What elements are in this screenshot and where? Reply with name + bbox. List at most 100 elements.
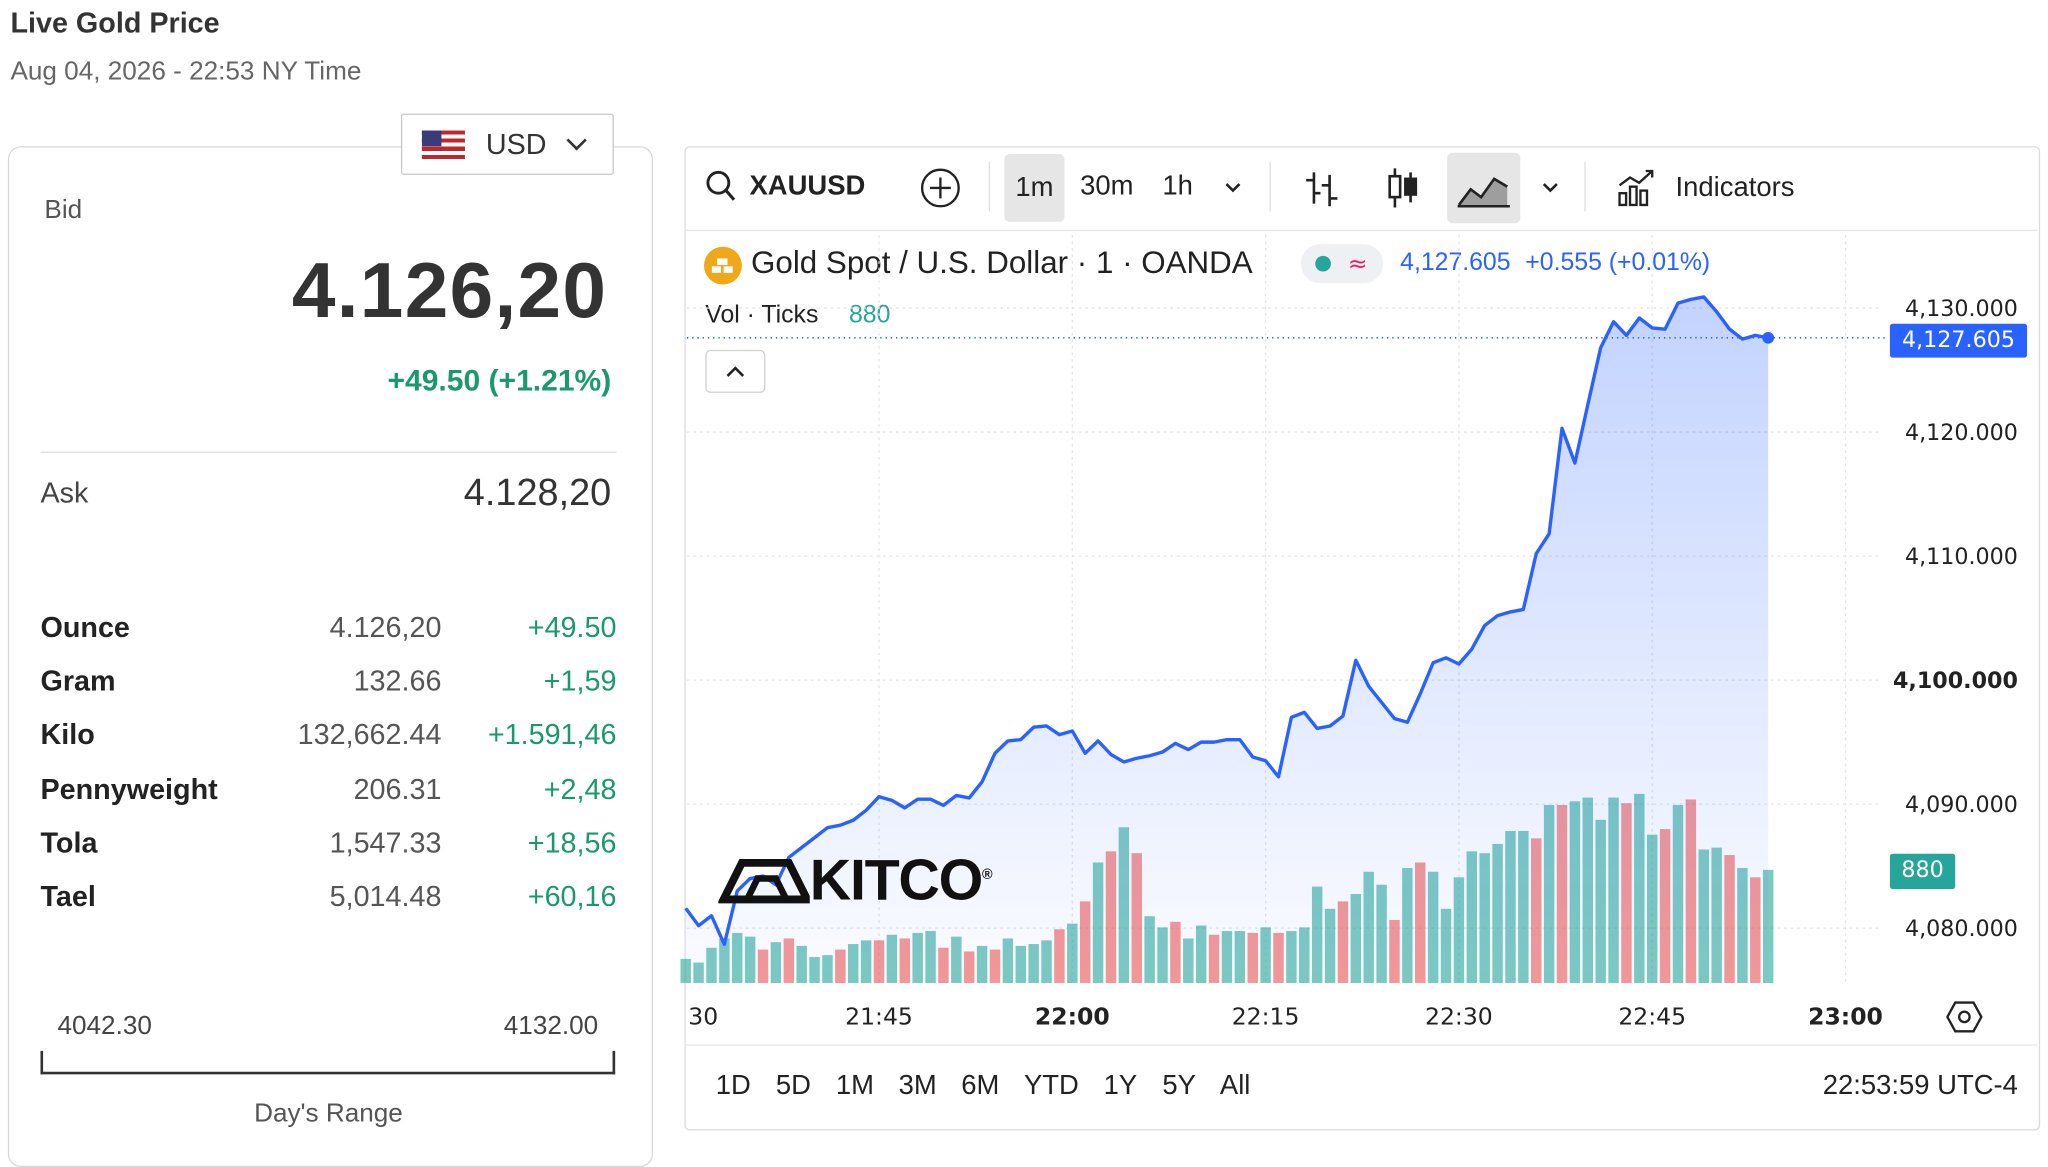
divider [684, 1044, 2038, 1046]
x-tick-label: 21:45 [845, 1003, 913, 1031]
weight-value: 132,662.44 [297, 717, 442, 751]
range-high: 4132.00 [503, 1011, 599, 1041]
weight-value: 5,014.48 [329, 879, 442, 913]
weight-value: 4.126,20 [329, 610, 442, 644]
bid-label: Bid [44, 195, 83, 225]
range-label: Day's Range [254, 1099, 403, 1128]
volume-legend-value: 880 [848, 301, 891, 329]
price-chart[interactable]: 4,080.000 4,090.000 4,100.000 4,110.000 4,12… [0, 0, 2048, 1137]
range-3m[interactable]: 3M [898, 1070, 937, 1101]
range-1d[interactable]: 1D [715, 1070, 751, 1101]
weight-row-kilo: Kilo 132,662.44 +1.591,46 [40, 718, 616, 762]
bid-price: 4.126,20 [291, 246, 608, 335]
y-tick-label: 4,110.000 [1905, 544, 2018, 570]
weight-name: Tola [40, 826, 98, 859]
weight-name: Pennyweight [40, 772, 218, 806]
weight-name: Gram [40, 664, 116, 698]
x-tick-label: 22:30 [1425, 1003, 1493, 1031]
weight-change: +49.50 [527, 610, 617, 644]
y-tick-label: 4,090.000 [1905, 792, 2018, 818]
symbol-search[interactable]: XAUUSD [705, 170, 865, 204]
weight-change: +60,16 [527, 879, 617, 913]
currency-select[interactable]: USD [400, 113, 614, 175]
interval-30m[interactable]: 30m [1080, 171, 1134, 202]
last-price-point [1762, 331, 1775, 344]
weight-name: Tael [40, 879, 96, 913]
weight-change: +1,59 [543, 664, 617, 698]
weight-change: +1.591,46 [487, 717, 617, 751]
legend-price: 4,127.605 [1400, 249, 1511, 277]
indicators-label: Indicators [1675, 172, 1795, 203]
divider [40, 451, 617, 453]
delayed-data-icon: ≈ [1348, 250, 1368, 278]
market-open-icon [1315, 255, 1331, 272]
range-1y[interactable]: 1Y [1103, 1070, 1138, 1101]
range-5d[interactable]: 5D [775, 1070, 811, 1101]
search-icon [706, 170, 736, 201]
area-chart-icon [1457, 177, 1510, 208]
legend-symbol-name: Gold Spot / U.S. Dollar · 1 · OANDA [751, 245, 1253, 281]
weight-change: +2,48 [543, 772, 617, 806]
watermark-text: KITCO [809, 848, 984, 913]
price-line [684, 295, 1769, 946]
chart-clock: 22:53:59 UTC-4 [1822, 1070, 2018, 1101]
price-card [7, 146, 654, 1167]
y-tick-label: 4,080.000 [1905, 916, 2018, 942]
interval-1h[interactable]: 1h [1162, 171, 1193, 202]
range-low: 4042.30 [57, 1011, 152, 1041]
ask-label: Ask [40, 476, 89, 510]
price-change: +49.50 (+1.21%) [387, 362, 612, 397]
indicators-button[interactable]: Indicators [1616, 167, 1795, 209]
legend-values: 4,127.605 +0.555 (+0.01%) [1400, 249, 1710, 278]
kitco-logo-icon [717, 858, 814, 904]
symbol-label: XAUUSD [749, 171, 866, 202]
weight-row-tola: Tola 1,547.33 +18,56 [40, 826, 616, 870]
candlestick-icon[interactable] [1383, 166, 1422, 210]
collapse-legend-button[interactable] [705, 349, 766, 393]
chevron-up-icon [726, 366, 745, 377]
weight-value: 132.66 [353, 664, 442, 698]
currency-label: USD [485, 127, 547, 160]
kitco-watermark: KITCO® [717, 848, 993, 914]
x-tick-label: 30 [688, 1003, 718, 1031]
gold-bars-icon [703, 246, 742, 285]
market-status-pill[interactable]: ≈ [1300, 244, 1384, 284]
chart-toolbar [684, 146, 2038, 232]
y-tick-label: 4,100.000 [1893, 668, 2018, 694]
page-title: Live Gold Price [10, 6, 220, 40]
ask-price: 4.128,20 [463, 472, 612, 515]
weight-name: Ounce [40, 610, 130, 644]
chevron-down-icon[interactable] [1223, 180, 1244, 196]
y-tick-label: 4,120.000 [1905, 420, 2018, 446]
us-flag-icon [421, 129, 465, 159]
x-tick-label: 22:45 [1618, 1003, 1686, 1031]
last-volume-tag: 880 [1889, 853, 1956, 889]
settings-icon[interactable] [1946, 1000, 1983, 1034]
range-1m[interactable]: 1M [835, 1070, 875, 1101]
bar-chart-icon[interactable] [1302, 167, 1341, 209]
area-chart-button[interactable] [1447, 152, 1521, 224]
weight-value: 1,547.33 [329, 826, 442, 859]
y-tick-label: 4,130.000 [1905, 296, 2018, 322]
weight-row-tael: Tael 5,014.48 +60,16 [40, 880, 616, 924]
chevron-down-icon[interactable] [1540, 180, 1561, 196]
weight-row-pennyweight: Pennyweight 206.31 +2,48 [40, 773, 616, 817]
price-area [685, 296, 1769, 983]
x-tick-label: 22:15 [1232, 1003, 1300, 1031]
add-compare-icon[interactable] [919, 167, 961, 209]
weight-row-gram: Gram 132.66 +1,59 [40, 664, 616, 708]
range-5y[interactable]: 5Y [1162, 1070, 1196, 1101]
legend-change: +0.555 (+0.01%) [1525, 249, 1711, 277]
weight-row-ounce: Ounce 4.126,20 +49.50 [40, 611, 616, 655]
x-tick-label: 22:00 [1035, 1003, 1110, 1031]
range-all[interactable]: All [1219, 1070, 1251, 1101]
volume-legend-label: Vol · Ticks [705, 301, 819, 329]
range-bar [40, 1050, 616, 1075]
timestamp: Aug 04, 2026 - 22:53 NY Time [10, 57, 362, 87]
weight-change: +18,56 [527, 826, 617, 859]
range-ytd[interactable]: YTD [1023, 1070, 1079, 1101]
interval-1m[interactable]: 1m [1004, 154, 1065, 222]
range-6m[interactable]: 6M [961, 1070, 1000, 1101]
weight-value: 206.31 [353, 772, 442, 806]
indicators-icon [1618, 169, 1654, 207]
